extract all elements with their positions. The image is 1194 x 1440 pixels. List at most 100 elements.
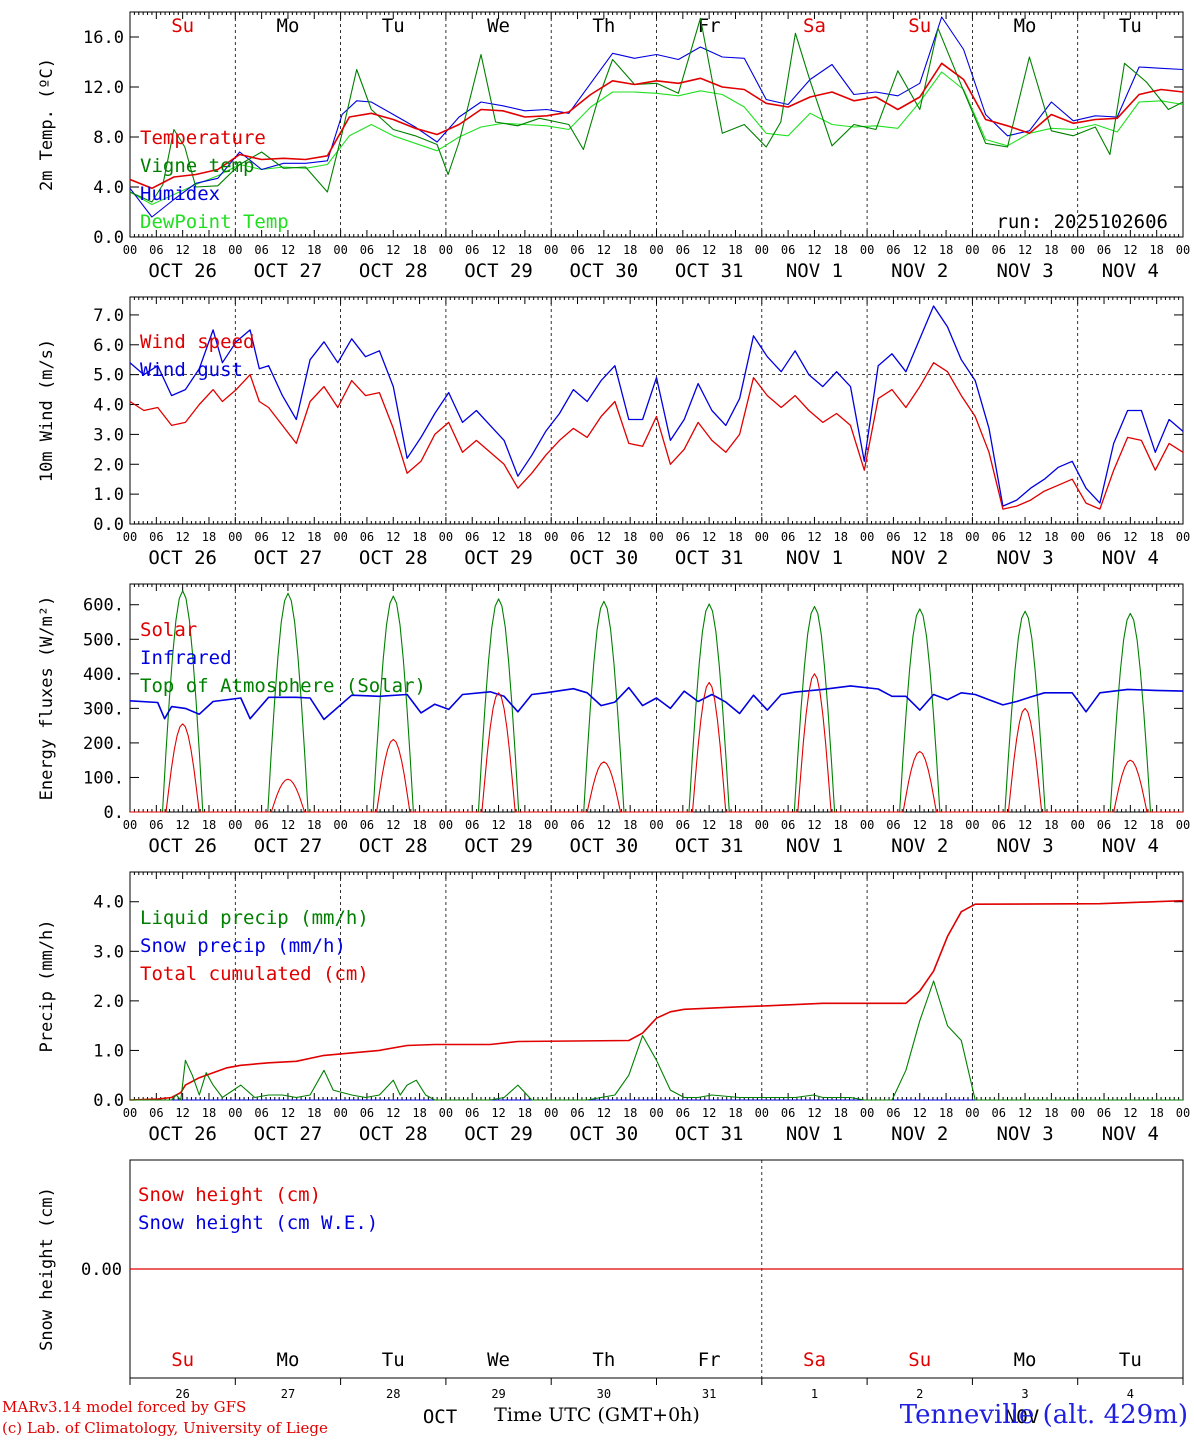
temp-hour-tick-label: 12	[175, 243, 189, 257]
precip-y-tick-label: 0.0	[93, 1091, 124, 1111]
precip-hour-tick-label: 18	[202, 1106, 216, 1120]
temp-hour-tick-label: 12	[702, 243, 716, 257]
precip-hour-tick-label: 18	[412, 1106, 426, 1120]
temp-y-tick-label: 0.0	[93, 228, 124, 248]
temp-hour-tick-label: 18	[834, 243, 848, 257]
snow-day-label: Sa	[803, 1349, 826, 1371]
flux-series-solar	[130, 673, 1183, 813]
precip-hour-tick-label: 00	[123, 1106, 137, 1120]
precip-date-label: OCT 31	[675, 1123, 744, 1145]
flux-hour-tick-label: 06	[465, 818, 479, 832]
flux-y-tick-label: 100.	[83, 768, 124, 788]
flux-date-label: NOV 3	[996, 835, 1053, 857]
temp-hour-tick-label: 12	[491, 243, 505, 257]
temp-day-label: Th	[592, 15, 615, 37]
temp-date-label: NOV 4	[1102, 260, 1159, 282]
temp-legend-vigne-temp: Vigne temp	[140, 155, 254, 177]
wind-y-tick-label: 6.0	[93, 336, 124, 356]
wind-date-label: OCT 28	[359, 547, 428, 569]
temp-date-label: OCT 29	[464, 260, 533, 282]
precip-y-tick-label: 4.0	[93, 893, 124, 913]
flux-date-label: OCT 26	[148, 835, 217, 857]
flux-y-tick-label: 300.	[83, 699, 124, 719]
temp-frame	[129, 11, 1184, 238]
temp-hour-tick-label: 06	[570, 243, 584, 257]
snow-day-number: 4	[1127, 1387, 1134, 1401]
precip-date-label: OCT 27	[254, 1123, 323, 1145]
temp-date-label: OCT 27	[254, 260, 323, 282]
precip-date-label: OCT 29	[464, 1123, 533, 1145]
precip-series-liquid-precip-mm-h-	[130, 980, 1183, 1101]
temp-y-axis-label: 2m Temp. (ºC)	[37, 58, 57, 191]
wind-hour-tick-label: 18	[728, 530, 742, 544]
temp-hour-tick-label: 12	[386, 243, 400, 257]
flux-hour-tick-label: 18	[623, 818, 637, 832]
temp-legend-dewpoint-temp: DewPoint Temp	[140, 211, 289, 233]
snow-day-number: 28	[386, 1387, 400, 1401]
flux-hour-tick-label: 18	[412, 818, 426, 832]
wind-date-label: OCT 29	[464, 547, 533, 569]
wind-date-label: OCT 31	[675, 547, 744, 569]
precip-hour-tick-label: 06	[676, 1106, 690, 1120]
flux-hour-tick-label: 00	[755, 818, 769, 832]
precip-y-tick-label: 2.0	[93, 992, 124, 1012]
wind-y-axis-label: 10m Wind (m/s)	[37, 339, 57, 482]
precip-hour-tick-label: 00	[649, 1106, 663, 1120]
wind-hour-tick-label: 12	[1123, 530, 1137, 544]
precip-hour-tick-label: 06	[991, 1106, 1005, 1120]
precip-hour-tick-label: 12	[807, 1106, 821, 1120]
temp-series-humidex	[129, 16, 1184, 218]
temp-hour-tick-label: 06	[991, 243, 1005, 257]
wind-y-tick-label: 0.0	[93, 515, 124, 535]
month-label-oct: OCT	[423, 1406, 457, 1428]
wind-legend-wind-gust: Wind gust	[140, 359, 243, 381]
temp-date-label: OCT 28	[359, 260, 428, 282]
flux-hour-tick-label: 00	[649, 818, 663, 832]
flux-date-label: OCT 30	[570, 835, 639, 857]
temp-hour-tick-label: 18	[1044, 243, 1058, 257]
temp-hour-tick-label: 12	[913, 243, 927, 257]
temp-date-label: NOV 2	[891, 260, 948, 282]
wind-hour-tick-label: 18	[939, 530, 953, 544]
temp-hour-tick-label: 18	[307, 243, 321, 257]
wind-hour-tick-label: 12	[386, 530, 400, 544]
wind-hour-tick-label: 06	[886, 530, 900, 544]
flux-hour-tick-label: 12	[597, 818, 611, 832]
flux-hour-tick-label: 12	[175, 818, 189, 832]
temp-hour-tick-label: 12	[281, 243, 295, 257]
wind-hour-tick-label: 12	[1018, 530, 1032, 544]
flux-hour-tick-label: 18	[939, 818, 953, 832]
wind-hour-tick-label: 00	[965, 530, 979, 544]
flux-date-label: OCT 28	[359, 835, 428, 857]
wind-hour-tick-label: 06	[570, 530, 584, 544]
precip-hour-tick-label: 12	[1018, 1106, 1032, 1120]
flux-series-infrared	[129, 685, 1184, 721]
flux-hour-tick-label: 06	[781, 818, 795, 832]
flux-y-axis-label: Energy fluxes (W/m²)	[37, 596, 57, 801]
snow-day-label: Su	[171, 1349, 194, 1371]
precip-hour-tick-label: 06	[781, 1106, 795, 1120]
wind-hour-tick-label: 00	[1070, 530, 1084, 544]
flux-y-tick-label: 600.	[83, 596, 124, 616]
temp-hour-tick-label: 12	[597, 243, 611, 257]
temp-hour-tick-label: 06	[781, 243, 795, 257]
flux-hour-tick-label: 12	[1123, 818, 1137, 832]
wind-hour-tick-label: 00	[439, 530, 453, 544]
snow-y-axis-label: Snow height (cm)	[37, 1187, 57, 1351]
temp-day-label: Tu	[1119, 15, 1142, 37]
flux-hour-tick-label: 12	[281, 818, 295, 832]
snow-day-number: 26	[175, 1387, 189, 1401]
precip-series-total-cumulated-cm-	[129, 899, 1184, 1101]
precip-hour-tick-label: 18	[939, 1106, 953, 1120]
flux-hour-tick-label: 06	[149, 818, 163, 832]
flux-hour-tick-label: 06	[676, 818, 690, 832]
temp-y-tick-label: 12.0	[83, 78, 124, 98]
wind-hour-tick-label: 18	[1149, 530, 1163, 544]
precip-hour-tick-label: 00	[755, 1106, 769, 1120]
model-credit: MARv3.14 model forced by GFS	[2, 1398, 247, 1416]
temp-day-label: Sa	[803, 15, 826, 37]
flux-date-label: OCT 29	[464, 835, 533, 857]
temp-hour-tick-label: 00	[965, 243, 979, 257]
flux-date-label: OCT 31	[675, 835, 744, 857]
wind-y-tick-label: 5.0	[93, 366, 124, 386]
